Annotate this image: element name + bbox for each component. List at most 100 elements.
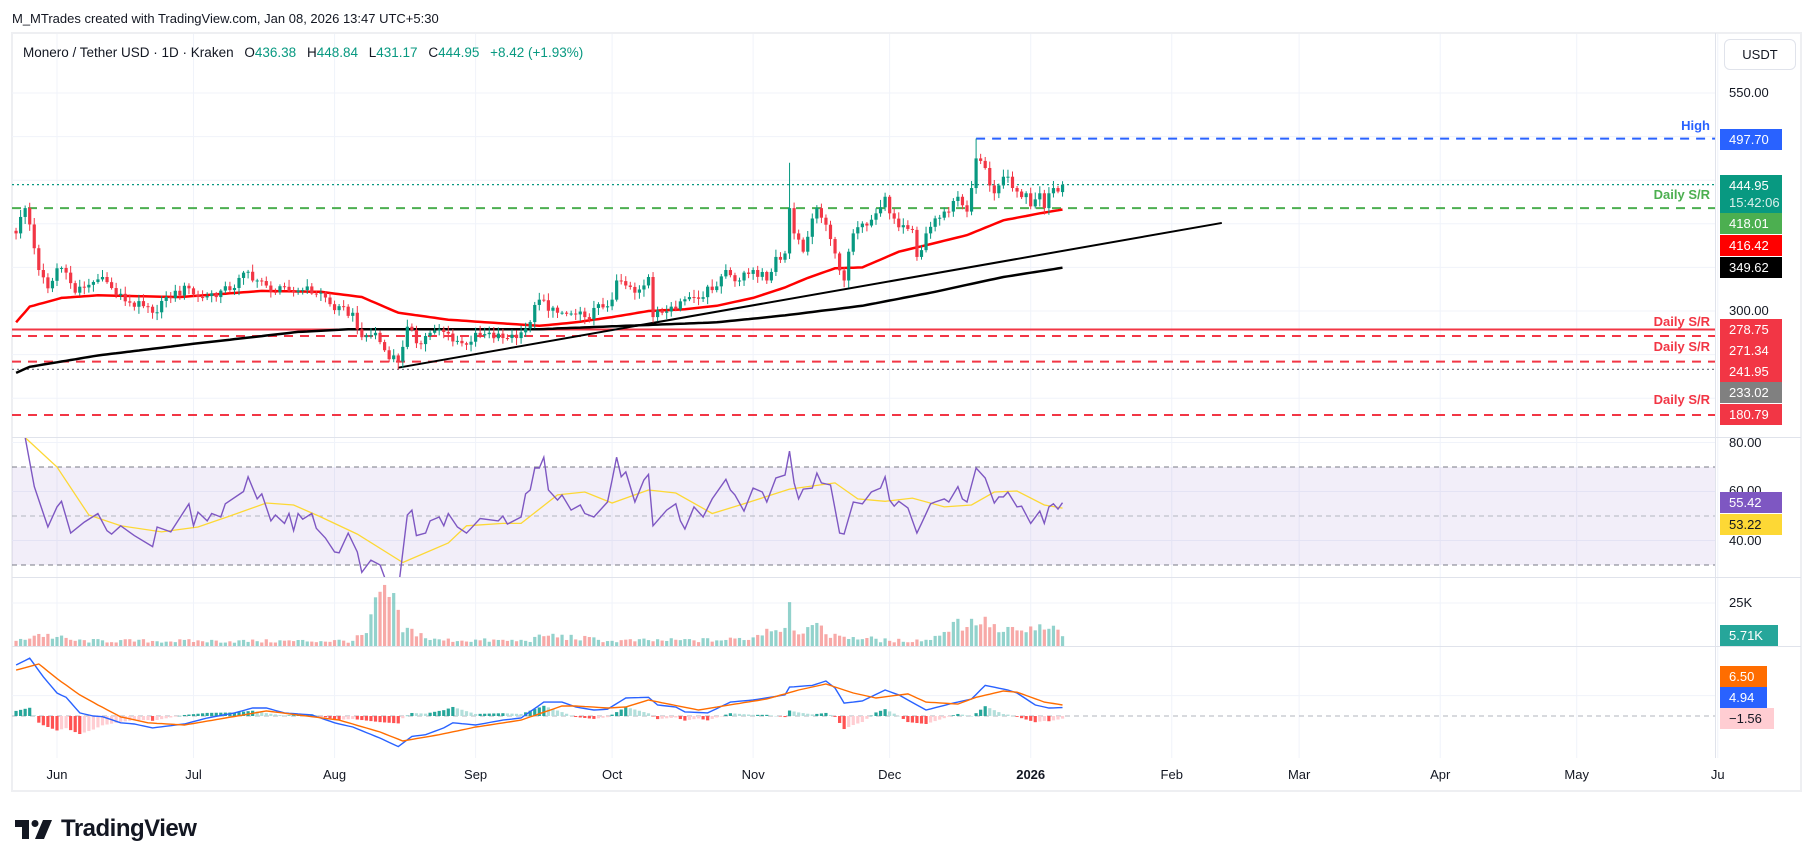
candle-down: [765, 271, 769, 281]
candle-up: [1001, 176, 1005, 186]
candle-up: [592, 307, 596, 320]
volume-bar: [28, 638, 32, 646]
macd-histogram-bar: [692, 716, 696, 720]
volume-bar: [806, 627, 810, 646]
macd-histogram-bar: [747, 714, 751, 716]
symbol-name[interactable]: Monero / Tether USD · 1D · Kraken: [23, 45, 234, 60]
macd-histogram-bar: [510, 713, 514, 716]
macd-histogram-bar: [947, 716, 951, 717]
macd-histogram-bar: [46, 716, 50, 727]
volume-bar: [892, 642, 896, 646]
macd-histogram-bar: [73, 716, 77, 733]
macd-histogram-bar: [396, 716, 400, 724]
volume-bar: [164, 641, 168, 646]
macd-histogram-bar: [169, 716, 173, 718]
candle-down: [710, 286, 714, 291]
candle-up: [1051, 188, 1056, 194]
macd-histogram-bar: [433, 711, 437, 716]
macd-histogram-bar: [428, 712, 432, 716]
candle-down: [442, 329, 446, 332]
candle-up: [1024, 193, 1028, 198]
volume-pane: [14, 584, 1065, 646]
macd-histogram-bar: [187, 714, 191, 716]
candle-up: [219, 290, 223, 298]
volume-bar: [201, 641, 205, 646]
macd-histogram-bar: [219, 712, 223, 716]
macd-histogram-bar: [546, 707, 550, 716]
macd-histogram-bar: [574, 716, 578, 718]
macd-histogram-bar: [337, 716, 341, 720]
macd-histogram-bar: [405, 715, 409, 717]
candle-up: [519, 332, 523, 339]
macd-histogram-bar: [833, 716, 837, 717]
volume-bar: [947, 631, 951, 646]
candle-up: [87, 284, 91, 288]
candle-down: [897, 218, 901, 228]
volume-bar: [833, 633, 837, 646]
volume-bar: [869, 636, 874, 646]
candle-up: [951, 200, 955, 212]
macd-histogram-bar: [55, 716, 59, 731]
macd-histogram-bar: [801, 713, 805, 716]
candle-down: [323, 292, 328, 298]
macd-histogram-bar: [919, 716, 924, 724]
volume-bar: [765, 628, 769, 646]
tradingview-logo[interactable]: TradingView: [15, 815, 197, 843]
candle-up: [997, 185, 1001, 194]
volume-bar: [460, 640, 464, 646]
volume-bar: [464, 641, 469, 646]
volume-bar: [100, 640, 105, 646]
macd-histogram-bar: [938, 716, 942, 720]
volume-bar: [605, 641, 610, 646]
symbol-legend[interactable]: Monero / Tether USD · 1D · Kraken O436.3…: [23, 45, 583, 60]
macd-histogram-bar: [273, 714, 277, 716]
macd-histogram-bar: [687, 716, 692, 720]
candle-down: [396, 355, 400, 362]
macd-histogram-bar: [933, 716, 937, 722]
macd-histogram-bar: [373, 716, 378, 722]
macd-badge: 4.94: [1720, 687, 1767, 708]
volume-bar: [924, 639, 928, 646]
macd-histogram-bar: [583, 716, 587, 718]
candle-down: [906, 225, 910, 229]
volume-bar: [346, 642, 350, 646]
candle-down: [201, 297, 205, 299]
macd-histogram-bar: [360, 716, 364, 721]
volume-bar: [633, 641, 637, 646]
candle-up: [59, 267, 64, 269]
candle-down: [660, 310, 664, 313]
volume-bar: [751, 637, 755, 646]
volume-bar: [501, 639, 505, 646]
volume-bar: [419, 633, 423, 646]
candle-down: [132, 302, 136, 307]
macd-histogram-bar: [897, 715, 901, 717]
macd-histogram-bar: [114, 716, 118, 723]
volume-bar: [687, 639, 692, 646]
candle-up: [919, 250, 924, 257]
candle-down: [228, 286, 232, 291]
candle-up: [724, 270, 728, 277]
volume-bar: [423, 638, 428, 646]
volume-bar: [46, 633, 50, 646]
volume-bar: [546, 635, 550, 646]
volume-bar: [255, 641, 259, 646]
volume-bar: [369, 614, 373, 646]
macd-histogram-bar: [351, 716, 355, 720]
candle-up: [938, 217, 942, 219]
macd-histogram-bar: [860, 716, 864, 723]
volume-bar: [319, 641, 323, 646]
candle-up: [560, 312, 564, 314]
macd-histogram-bar: [1047, 716, 1051, 722]
volume-bar: [364, 633, 368, 646]
volume-bar: [78, 639, 82, 646]
candle-up: [528, 322, 532, 329]
candle-down: [360, 329, 364, 338]
currency-button[interactable]: USDT: [1724, 39, 1796, 70]
macd-histogram-bar: [392, 716, 396, 724]
candle-up: [806, 236, 810, 252]
macd-histogram-bar: [319, 716, 323, 717]
macd-histogram-bar: [132, 716, 136, 721]
candle-down: [865, 223, 869, 226]
volume-bar: [514, 641, 519, 646]
